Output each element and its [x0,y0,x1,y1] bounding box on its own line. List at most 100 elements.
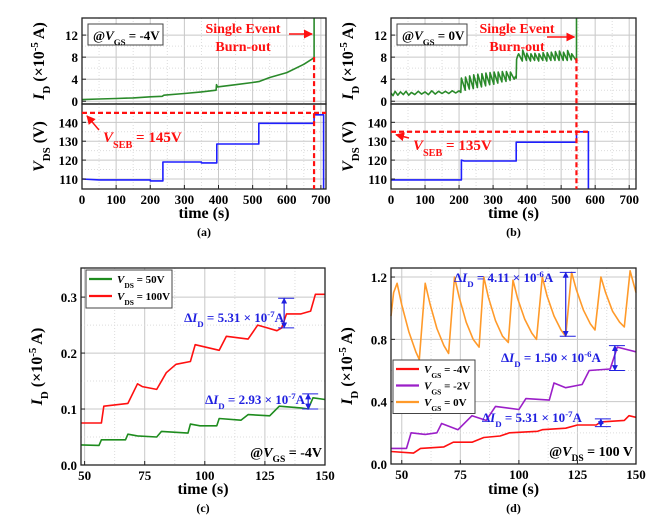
text-segment: I [339,398,356,406]
text-segment: -6 [536,269,544,279]
text-segment: = 100V [134,291,170,303]
x-axis-label: time (s) [178,205,229,222]
x-tick-label: 200 [141,192,161,207]
series-line [81,18,315,101]
text-segment: Δ [454,270,462,285]
plot-frame [80,267,326,466]
x-tick-label: 600 [585,192,605,207]
x-tick-label: 400 [517,192,537,207]
text-segment: DS [350,147,362,161]
y-tick-label: 0.3 [61,290,78,305]
text-segment: I [489,410,496,425]
x-tick-label: 600 [277,192,297,207]
y-tick-label: 0.0 [371,457,387,472]
x-tick-label: 50 [78,468,91,483]
text-segment: V [413,138,425,154]
x-tick-label: 500 [551,192,571,207]
y-tick-label: 140 [368,115,388,130]
text-segment: = 5.31 × 10 [204,310,268,325]
text-segment: I [212,392,219,407]
delta-label: ΔID = 1.50 × 10-6A [501,349,602,369]
subplot: 0 4 8 12 ID (×10-5 A) [29,17,327,109]
text-segment: = -4V [441,364,470,376]
condition-label: @VDS = 100 V [549,445,633,464]
text-segment: GS [273,455,286,465]
legend-label: VGS = 0V [424,397,467,413]
text-segment: @ [93,28,105,43]
panel-caption: (c) [196,501,209,515]
text-segment: I [31,93,48,101]
text-segment: A [275,310,285,325]
text-segment: time (s) [178,205,229,222]
text-segment: -7 [565,409,573,419]
subplot: 0 4 8 12 ID (×10-5 A) [338,17,637,109]
legend-label: VDS = 50V [117,274,165,290]
text-segment: V [562,445,573,460]
x-tick-label: 300 [483,192,503,207]
text-segment: (×10 [340,51,357,85]
text-segment: = 4.11 × 10 [474,270,537,285]
text-segment: V [414,28,424,43]
series-line [81,114,325,189]
text-segment: time (s) [488,205,539,222]
text-segment: = 145V [132,130,182,146]
series-line [80,396,326,447]
text-segment: GS [431,371,441,380]
x-tick-label: 75 [138,468,152,483]
text-segment: @ [549,445,562,460]
text-segment: I [29,398,46,406]
text-segment: -6 [584,349,592,359]
text-segment: = 0V [441,397,466,409]
text-segment: D [218,401,224,411]
condition-label: @VGS = -4V [250,446,322,465]
text-segment: Δ [184,310,192,325]
condition-box [396,23,468,46]
y-tick-label: 130 [59,134,79,149]
y-tick-label: 0.4 [371,395,388,410]
text-segment: -5 [29,42,41,52]
text-segment: V [263,446,274,461]
text-segment: (V) [340,121,357,147]
condition-label: @VGS = 0V [402,28,465,47]
y-tick-label: 12 [374,28,387,43]
x-tick-label: 400 [209,192,229,207]
text-segment: @ [402,28,414,43]
x-tick-label: 100 [509,467,529,482]
y-tick-label: 8 [381,50,388,65]
x-tick-label: 100 [106,192,126,207]
text-segment: I [340,93,357,101]
text-segment: DS [41,147,53,161]
y-tick-label: 120 [368,153,388,168]
delta-label: ΔID = 4.11 × 10-6A [454,269,554,289]
condition-label: @VGS = -4V [93,28,160,47]
text-segment: V [117,274,126,286]
y-tick-label: 110 [368,172,387,187]
y-tick-label: 120 [59,153,79,168]
text-segment: V [117,291,126,303]
x-tick-label: 200 [449,192,469,207]
subplot: 0.00.40.81.2ID (×10-5 A) [337,267,637,472]
x-tick-label: 100 [415,192,435,207]
x-tick-label: 0 [79,192,86,207]
series-line [391,131,590,189]
panel-d: 0.00.40.81.2ID (×10-5 A)50 75 100 125 150tim… [337,267,646,515]
text-segment: I [508,350,515,365]
plot-frame [390,103,637,190]
event-label: Burn-out [215,40,271,55]
subplot: 0.00.10.20.3ID (×10-5 A) [27,267,326,473]
text-segment: = 100 V [584,445,633,460]
y-tick-label: 1.2 [371,270,387,285]
series-line [81,293,325,424]
seb-label: VSEB = 145V [103,130,182,151]
text-segment: DS [124,298,134,307]
text-segment: V [105,28,115,43]
text-segment: V [31,160,48,172]
text-segment: D [197,319,203,329]
event-label: Burn-out [489,40,545,55]
y-tick-label: 0 [381,94,388,109]
text-segment: Δ [205,392,213,407]
text-segment: time (s) [177,481,228,498]
legend-label: VGS = -2V [424,381,470,397]
x-tick-label: 700 [619,192,639,207]
